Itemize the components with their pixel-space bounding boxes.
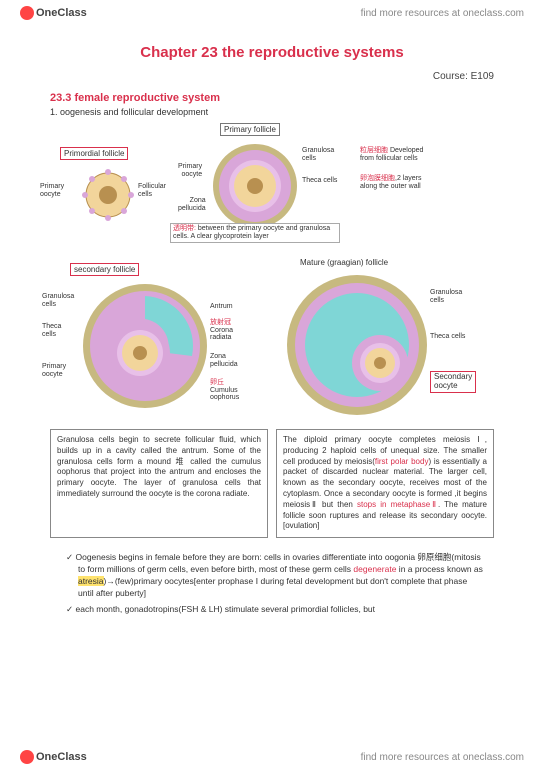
- text-columns: Granulosa cells begin to secrete follicu…: [50, 429, 494, 538]
- annot-zona-cn: 透明带: between the primary oocyte and gran…: [170, 223, 340, 243]
- footer-logo-icon: [20, 750, 34, 764]
- lbl-primary-oocyte-1: Primary oocyte: [40, 183, 64, 198]
- footer-resources: find more resources at oneclass.com: [361, 752, 524, 763]
- section-title: 23.3 female reproductive system: [50, 92, 494, 104]
- header-resources: find more resources at oneclass.com: [361, 8, 524, 19]
- label-primordial-box: Primordial follicle: [60, 147, 128, 160]
- secondary-follicle-svg: [80, 281, 210, 411]
- bullet-1: Oogenesis begins in female before they a…: [78, 552, 484, 600]
- lbl-cumulus: 卵丘Cumulusoophorus: [210, 379, 239, 402]
- text-col-left: Granulosa cells begin to secrete follicu…: [50, 429, 268, 538]
- annot-granulosa-cn: 粒层细胞 Developedfrom follicular cells: [360, 147, 423, 163]
- b1-deg: degenerate: [353, 564, 396, 574]
- bullet-2: each month, gonadotropins(FSH & LH) stim…: [78, 604, 484, 616]
- lbl-primary-oocyte-3: Primary oocyte: [42, 363, 66, 378]
- diagram-area: Primordial follicle Primary oocyte Folli…: [50, 123, 494, 423]
- lbl-antrum-1: Antrum: [210, 303, 233, 311]
- lbl-secondary-oocyte: Secondary oocyte: [430, 371, 476, 393]
- lbl-primary-oocyte-2: Primary oocyte: [178, 163, 202, 178]
- page-header: OneClass find more resources at oneclass…: [0, 0, 544, 26]
- primordial-follicle-svg: [80, 167, 136, 223]
- lbl-theca-3: Theca cells: [430, 333, 465, 341]
- label-mature: Mature (graagian) follicle: [300, 259, 388, 268]
- section-item: 1. oogenesis and follicular development: [50, 107, 494, 117]
- primary-follicle-svg: [210, 141, 300, 231]
- lbl-granulosa-2: Granulosa cells: [42, 293, 74, 308]
- footer-logo: OneClass: [20, 750, 87, 764]
- logo-text: OneClass: [36, 7, 87, 19]
- col-right-polar: first polar body: [375, 457, 429, 466]
- footer-logo-text: OneClass: [36, 751, 87, 763]
- annot-theca-cn: 卵泡膜细胞,2 layersalong the outer wall: [360, 175, 421, 191]
- b1-atr: atresia: [78, 576, 104, 586]
- b1b: in a process known as: [396, 564, 482, 574]
- page-footer: OneClass find more resources at oneclass…: [0, 744, 544, 770]
- lbl-theca-1: Theca cells: [302, 177, 337, 185]
- b1c: )→(few)primary oocytes[enter prophase Ⅰ …: [78, 576, 467, 598]
- course-label: Course: E109: [50, 71, 494, 82]
- lbl-zona-2: Zona pellucida: [210, 353, 238, 368]
- label-primary-box: Primary follicle: [220, 123, 280, 136]
- label-secondary-box: secondary follicle: [70, 263, 139, 276]
- lbl-corona-1: 放射冠Coronaradiata: [210, 319, 233, 342]
- lbl-granulosa-3: Granulosa cells: [430, 289, 462, 304]
- lbl-follicular-cells: Follicular cells: [138, 183, 166, 198]
- mature-follicle-svg: [285, 273, 430, 418]
- lbl-granulosa-1: Granulosa cells: [302, 147, 334, 162]
- chapter-title: Chapter 23 the reproductive systems: [50, 44, 494, 61]
- lbl-zona-1: Zona pellucida: [178, 197, 206, 212]
- logo-icon: [20, 6, 34, 20]
- bullets: Oogenesis begins in female before they a…: [50, 552, 494, 615]
- text-col-right: The diploid primary oocyte completes mei…: [276, 429, 494, 538]
- logo: OneClass: [20, 6, 87, 20]
- page-content: Chapter 23 the reproductive systems Cour…: [0, 26, 544, 616]
- col-right-stop: stops in metaphaseⅡ: [357, 500, 438, 509]
- lbl-theca-2: Theca cells: [42, 323, 61, 338]
